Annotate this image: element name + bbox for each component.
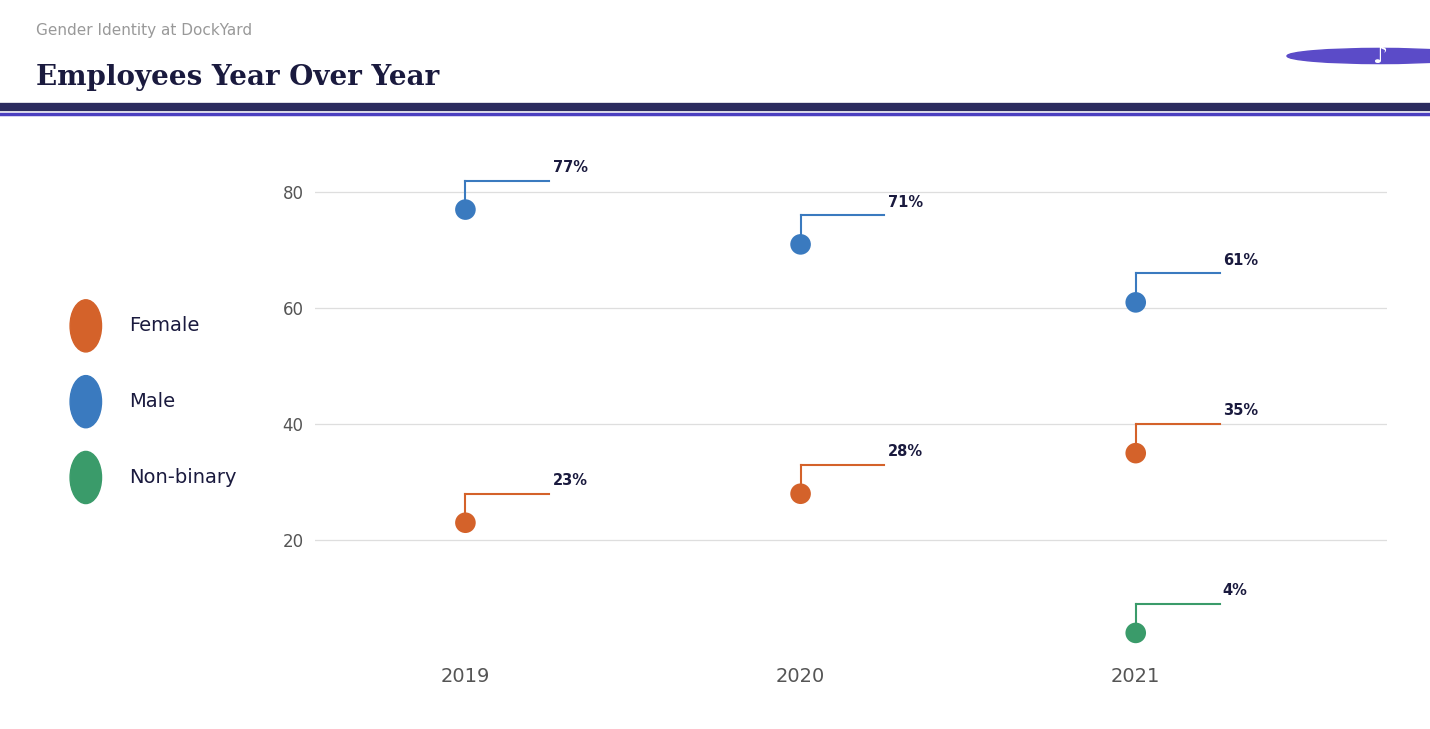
Text: 77%: 77%	[552, 160, 588, 175]
Point	[1124, 448, 1147, 459]
Text: 61%: 61%	[1223, 252, 1258, 268]
Text: 71%: 71%	[888, 195, 922, 210]
Text: 23%: 23%	[552, 473, 588, 488]
Point	[453, 203, 476, 216]
Point	[789, 238, 812, 250]
Text: Male: Male	[129, 392, 174, 411]
Point	[453, 517, 476, 529]
Circle shape	[1287, 48, 1430, 63]
Circle shape	[70, 451, 102, 504]
Point	[789, 488, 812, 499]
Text: ♪: ♪	[1373, 44, 1387, 68]
Point	[1124, 297, 1147, 308]
Point	[1124, 627, 1147, 639]
Text: Employees Year Over Year: Employees Year Over Year	[36, 64, 439, 91]
Circle shape	[70, 300, 102, 352]
Text: 35%: 35%	[1223, 403, 1258, 418]
Text: 4%: 4%	[1223, 583, 1248, 598]
Text: Female: Female	[129, 316, 199, 335]
Text: Non-binary: Non-binary	[129, 468, 236, 487]
Text: Gender Identity at DockYard: Gender Identity at DockYard	[36, 23, 252, 39]
Text: 28%: 28%	[888, 444, 922, 459]
Circle shape	[70, 375, 102, 428]
